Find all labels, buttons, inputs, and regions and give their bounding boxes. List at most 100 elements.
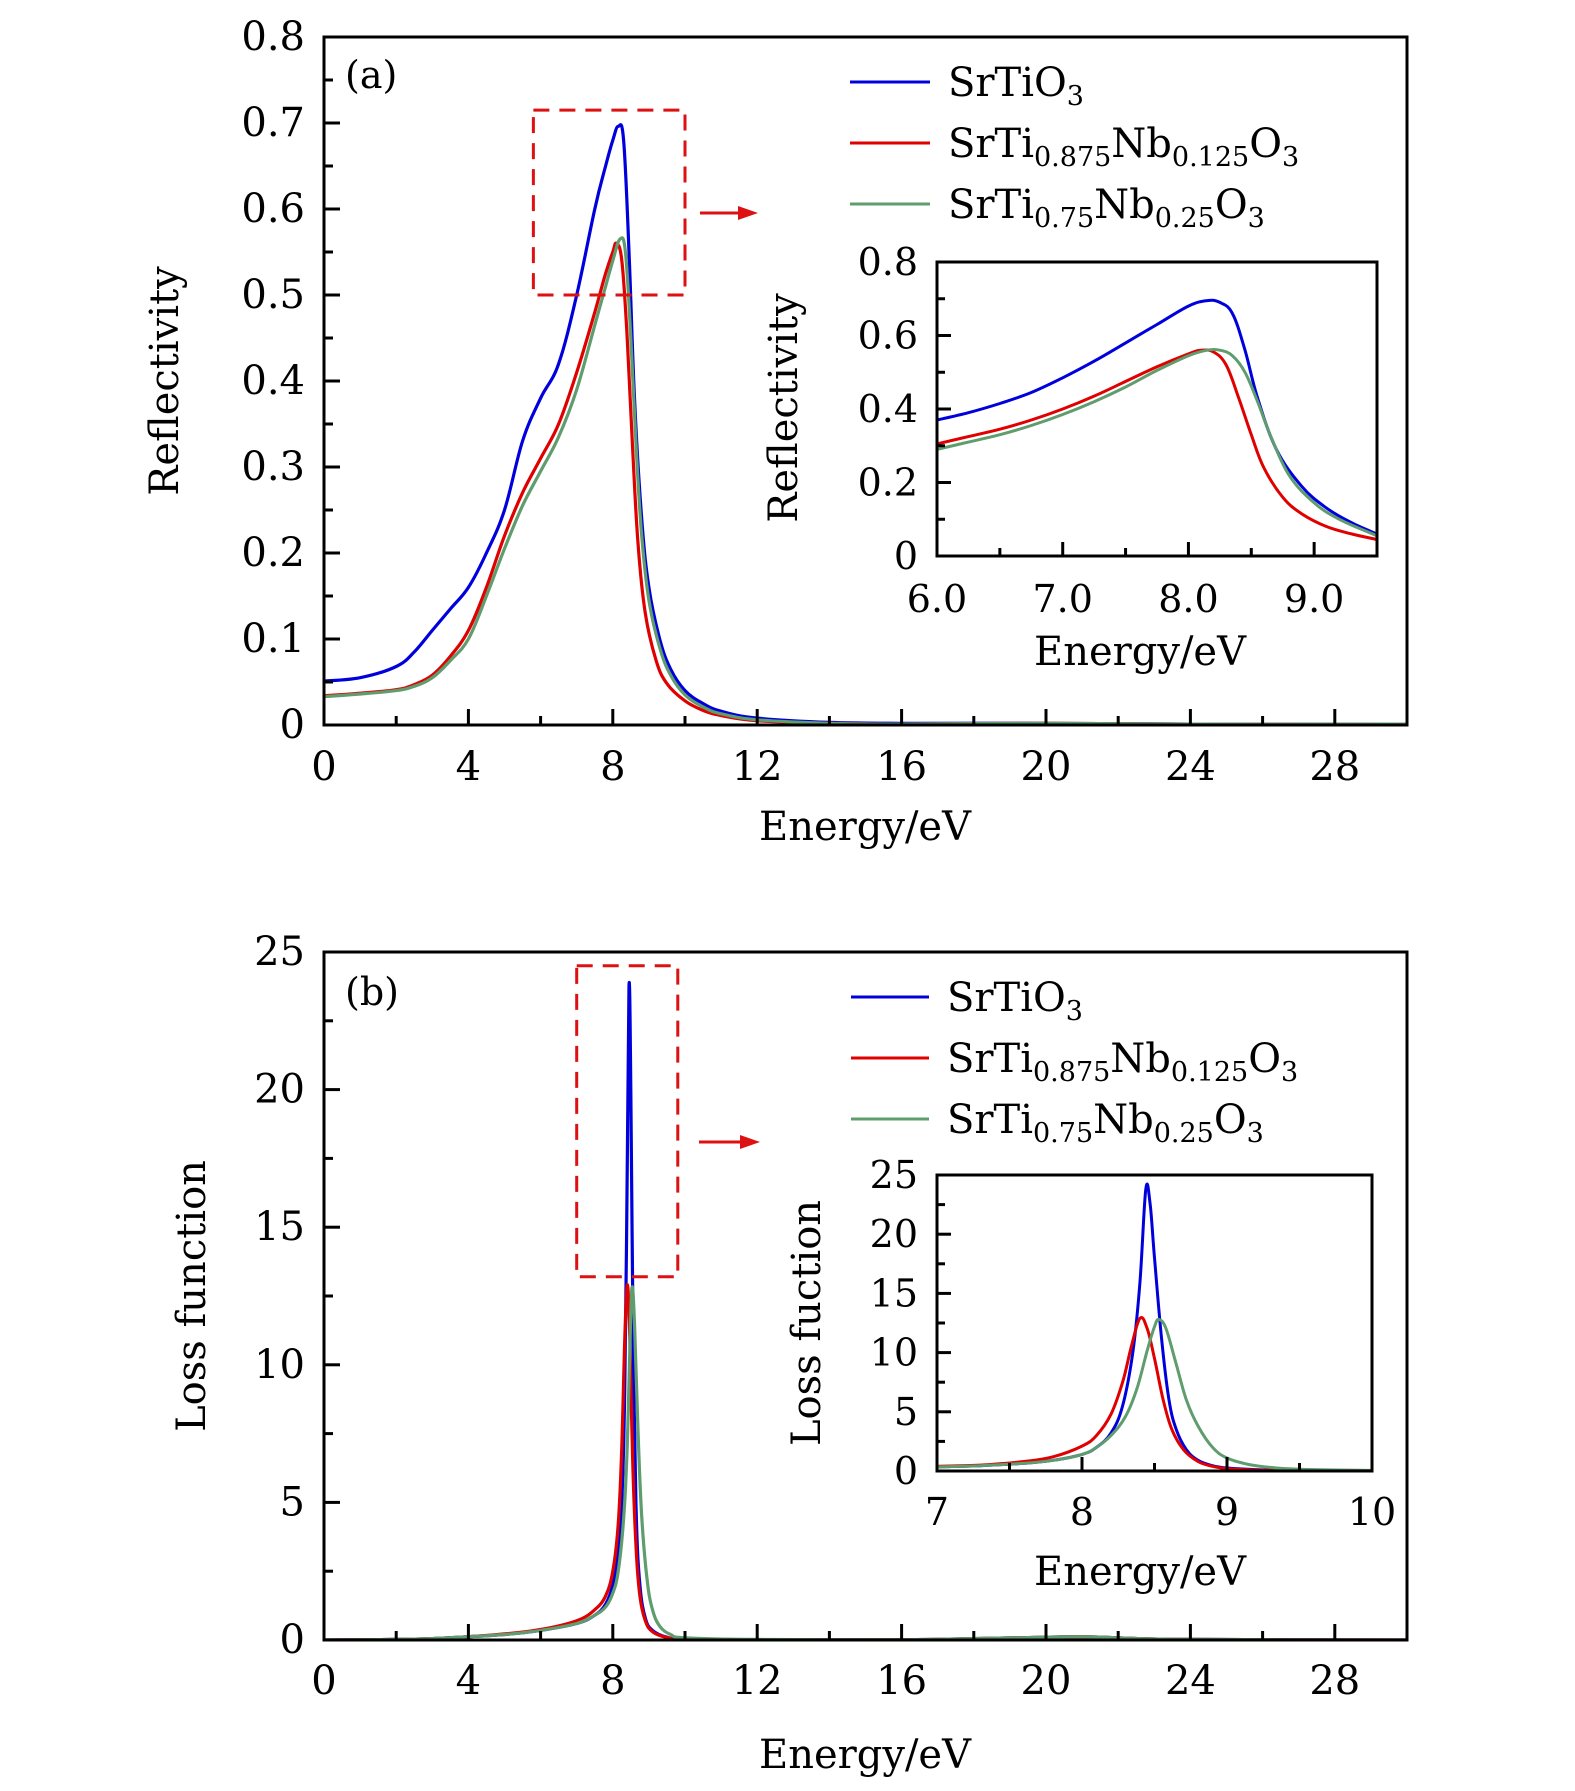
panel-a-inset-curves <box>937 262 1377 556</box>
panel-a-inset-y-tick-label: 0.2 <box>858 461 918 505</box>
panel-b-x-tick-label: 28 <box>1309 1658 1360 1704</box>
legend-text: O <box>1215 182 1248 228</box>
panel-b-inset-y-tick-label: 25 <box>870 1153 918 1197</box>
panel-b-inset-axes <box>935 1173 1374 1473</box>
panel-a-reflectivity: 0 4 8 12 16 20 24 28 0 0.1 0.2 0.3 0.4 0.5 0.6 0.7 0.8 (… <box>142 14 1409 850</box>
legend-text: O <box>1249 121 1282 167</box>
legend-text: SrTi <box>947 1097 1033 1143</box>
panel-a-y-tick-label: 0.8 <box>241 14 305 60</box>
panel-a-arrow-head <box>738 206 758 220</box>
legend-label-2: SrTi0.75Nb0.25O3 <box>947 1097 1264 1149</box>
panel-b-y-tick-label: 10 <box>254 1342 305 1388</box>
panel-b-inset-y-tick-label: 15 <box>870 1271 918 1315</box>
panel-b-x-tick-label: 16 <box>876 1658 927 1704</box>
panel-b-x-tick-label: 0 <box>311 1658 336 1704</box>
legend-text: O <box>1248 1036 1281 1082</box>
panel-a-y-tick-label: 0.3 <box>241 444 305 490</box>
panel-b-inset-x-axis-label: Energy/eV <box>1034 1549 1247 1595</box>
panel-a-y-tick-label: 0.2 <box>241 530 305 576</box>
legend-text: SrTiO <box>948 60 1067 106</box>
panel-a-dashed-box <box>531 108 687 297</box>
panel-a-x-tick-label: 16 <box>876 744 927 790</box>
legend-label-1: SrTi0.875Nb0.125O3 <box>947 1036 1298 1088</box>
panel-a-inset: 6.0 7.0 8.0 9.0 0 0.2 0.4 0.6 0.8 Energy/eV Refl… <box>761 240 1379 675</box>
panel-a-x-tick-label: 20 <box>1021 744 1072 790</box>
panel-a-inset-y-tick-label: 0.8 <box>858 240 918 284</box>
panel-a-tag: (a) <box>345 53 397 97</box>
panel-b-loss-function: 0 4 8 12 16 20 24 28 0 5 10 15 20 25 (b) Energy/eV Lo… <box>169 929 1409 1778</box>
panel-a-y-tick-label: 0.7 <box>241 100 305 146</box>
legend-subscript: 3 <box>1281 1057 1298 1088</box>
legend-text: Nb <box>1110 1036 1171 1082</box>
legend-subscript: 0.75 <box>1034 203 1094 234</box>
legend-subscript: 3 <box>1067 81 1084 112</box>
panel-b-x-tick-label: 12 <box>732 1658 783 1704</box>
panel-b-inset-y-axis-label: Loss fuction <box>784 1200 830 1446</box>
panel-b-inset-series-nb0125-line <box>937 1316 1372 1471</box>
panel-a-inset-background <box>937 262 1377 556</box>
panel-a-inset-y-tick-label: 0.4 <box>858 387 918 431</box>
legend-text: Nb <box>1093 1097 1154 1143</box>
panel-a-inset-x-tick-label: 9.0 <box>1284 577 1344 621</box>
legend-subscript: 0.75 <box>1033 1118 1093 1149</box>
legend-subscript: 3 <box>1247 1118 1264 1149</box>
legend-subscript: 0.125 <box>1172 142 1249 173</box>
panel-b-inset: 7 8 9 10 0 5 10 15 20 25 Energy/eV Loss fuction <box>784 1153 1396 1595</box>
panel-b-arrow-head <box>740 1135 760 1149</box>
panel-b-inset-y-tick-label: 20 <box>870 1212 918 1256</box>
panel-b-inset-y-tick-label: 0 <box>894 1449 918 1493</box>
panel-a-y-axis-label: Reflectivity <box>142 266 188 496</box>
panel-a-x-tick-label: 12 <box>732 744 783 790</box>
legend-label-0: SrTiO3 <box>947 975 1083 1027</box>
panel-b-inset-ticks: 7 8 9 10 0 5 10 15 20 25 <box>870 1153 1397 1534</box>
legend-label-0: SrTiO3 <box>948 60 1084 112</box>
panel-b-x-tick-label: 8 <box>600 1658 625 1704</box>
panel-a-x-tick-label: 4 <box>456 744 481 790</box>
panel-a-y-tick-label: 0 <box>280 702 305 748</box>
panel-a-y-tick-label: 0.6 <box>241 186 305 232</box>
panel-a-inset-x-tick-label: 8.0 <box>1158 577 1218 621</box>
panel-a-x-tick-label: 28 <box>1309 744 1360 790</box>
panel-b-x-axis-label: Energy/eV <box>759 1732 972 1778</box>
legend-subscript: 0.25 <box>1154 1118 1214 1149</box>
panel-a-x-tick-label: 24 <box>1165 744 1216 790</box>
panel-a-highlight-box <box>531 108 687 297</box>
panel-a-inset-y-tick-label: 0.6 <box>858 314 918 358</box>
panel-b-zoom-arrow <box>699 1135 760 1149</box>
legend-subscript: 0.875 <box>1033 1057 1110 1088</box>
legend-subscript: 3 <box>1282 142 1299 173</box>
legend-subscript: 0.125 <box>1171 1057 1248 1088</box>
legend-subscript: 3 <box>1248 203 1265 234</box>
legend-text: O <box>1214 1097 1247 1143</box>
panel-b-inset-y-tick-label: 10 <box>870 1331 918 1375</box>
panel-b-inset-series-nb025-line <box>937 1317 1372 1471</box>
panel-a-x-tick-label: 8 <box>600 744 625 790</box>
panel-a-ticks: 0 4 8 12 16 20 24 28 0 0.1 0.2 0.3 0.4 0.5 0.6 0.7 0.8 <box>241 14 1360 790</box>
legend-subscript: 3 <box>1066 996 1083 1027</box>
legend-text: SrTiO <box>947 975 1066 1021</box>
panel-b-y-tick-label: 15 <box>254 1204 305 1250</box>
legend-text: SrTi <box>948 182 1034 228</box>
panel-b-y-tick-label: 0 <box>280 1617 305 1663</box>
panel-a-x-tick-label: 0 <box>311 744 336 790</box>
legend-label-1: SrTi0.875Nb0.125O3 <box>948 121 1299 173</box>
legend-text: SrTi <box>947 1036 1033 1082</box>
panel-a-inset-series-nb025-line <box>937 347 1377 538</box>
panel-b-inset-x-tick-label: 7 <box>925 1490 949 1534</box>
panel-b-ticks: 0 4 8 12 16 20 24 28 0 5 10 15 20 25 <box>254 929 1360 1704</box>
panel-b-inset-curves <box>937 1175 1372 1471</box>
panel-a-y-tick-label: 0.4 <box>241 358 305 404</box>
panel-a-inset-series-srtio3-line <box>937 298 1377 536</box>
panel-a-y-tick-label: 0.5 <box>241 272 305 318</box>
panel-a-x-axis-label: Energy/eV <box>759 804 972 850</box>
panel-a-inset-y-tick-label: 0 <box>894 534 918 578</box>
panel-a-zoom-arrow <box>700 206 758 220</box>
panel-a-inset-y-axis-label: Reflectivity <box>761 293 807 523</box>
panel-a-inset-axes <box>935 260 1379 558</box>
panel-b-tag: (b) <box>345 970 399 1014</box>
panel-a-inset-ticks: 6.0 7.0 8.0 9.0 0 0.2 0.4 0.6 0.8 <box>858 240 1345 621</box>
panel-a-inset-x-tick-label: 7.0 <box>1032 577 1092 621</box>
